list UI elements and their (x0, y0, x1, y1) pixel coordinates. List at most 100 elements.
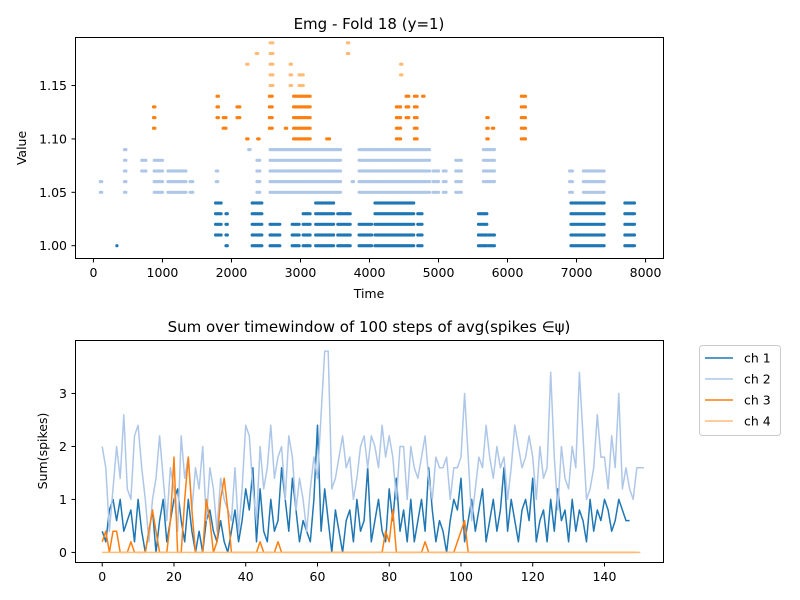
scatter-point (422, 94, 426, 98)
scatter-point (492, 148, 496, 152)
scatter-point (602, 169, 606, 173)
scatter-point (144, 169, 148, 173)
scatter-point (216, 169, 220, 173)
scatter-point (153, 105, 157, 109)
scatter-point (271, 62, 275, 66)
scatter-point (420, 212, 424, 216)
scatter-series-3 (151, 94, 528, 141)
y-tick-label: 1 (59, 492, 67, 507)
scatter-point (160, 190, 165, 194)
scatter-point (219, 233, 223, 237)
scatter-point (219, 212, 223, 216)
y-tick-label: 2 (59, 439, 67, 454)
scatter-point (415, 137, 419, 141)
scatter-point (399, 126, 403, 130)
y-tick-label: 1.15 (39, 78, 67, 93)
x-tick-label: 100 (449, 569, 473, 584)
x-tick-label: 0 (89, 265, 97, 280)
scatter-point (248, 148, 252, 152)
scatter-point (260, 233, 264, 237)
scatter-point (632, 233, 637, 237)
scatter-point (327, 137, 332, 141)
scatter-point (427, 169, 432, 173)
series-line-ch-2 (101, 350, 644, 543)
scatter-point (160, 169, 165, 173)
scatter-point (224, 116, 228, 120)
scatter-point (602, 180, 606, 184)
x-tick-label: 2000 (216, 265, 248, 280)
scatter-point (338, 148, 343, 152)
scatter-point (289, 62, 294, 66)
scatter-point (400, 73, 404, 77)
scatter-point (459, 169, 463, 173)
x-tick-label: 4000 (354, 265, 386, 280)
scatter-point (348, 244, 352, 248)
scatter-point (225, 244, 229, 248)
scatter-point (459, 190, 463, 194)
scatter-point (492, 233, 496, 237)
scatter-point (407, 116, 411, 120)
scatter-point (184, 190, 188, 194)
legend-box (699, 345, 781, 436)
legend-label-ch-4: ch 4 (744, 414, 771, 429)
scatter-point (270, 126, 274, 130)
scatter-point (124, 148, 128, 152)
scatter-point (301, 73, 305, 77)
scatter-point (216, 180, 220, 184)
scatter-point (278, 233, 282, 237)
scatter-point (191, 180, 195, 184)
scatter-point (216, 105, 220, 109)
scatter-point (485, 212, 489, 216)
y-tick-label: 1.05 (39, 185, 67, 200)
scatter-point (258, 190, 262, 194)
scatter-point (308, 222, 312, 226)
top-axis-ticks: 0 1000 2000 3000 4000 5000 6000 7000 8000 1.00 1.0… (39, 78, 661, 280)
scatter-point (308, 233, 312, 237)
scatter-point (347, 41, 351, 45)
scatter-point (412, 212, 416, 216)
scatter-point (415, 116, 419, 120)
x-tick-label: 3000 (285, 265, 317, 280)
scatter-point (225, 222, 229, 226)
scatter-point (407, 94, 411, 98)
scatter-point (271, 51, 275, 56)
scatter-point (399, 116, 403, 120)
scatter-point (308, 137, 312, 141)
scatter-point (602, 244, 606, 248)
x-tick-label: 8000 (630, 265, 662, 280)
scatter-point (444, 169, 448, 173)
scatter-point (523, 137, 528, 141)
scatter-point (260, 212, 264, 216)
scatter-point (278, 244, 282, 248)
scatter-point (523, 126, 528, 130)
x-tick-label: 6000 (492, 265, 524, 280)
scatter-point (632, 212, 637, 216)
scatter-point (399, 137, 403, 141)
scatter-point (225, 212, 229, 216)
scatter-point (216, 116, 220, 120)
scatter-point (352, 180, 356, 184)
scatter-series-1 (115, 201, 637, 248)
scatter-series-2 (98, 148, 606, 194)
scatter-point (570, 169, 575, 173)
scatter-point (124, 190, 128, 194)
scatter-point (602, 233, 606, 237)
scatter-point (308, 105, 312, 109)
scatter-point (219, 201, 223, 205)
scatter-point (407, 105, 411, 109)
scatter-point (301, 83, 305, 88)
scatter-point (246, 62, 250, 66)
y-tick-label: 0 (59, 545, 67, 560)
scatter-point (297, 222, 301, 226)
scatter-point (436, 180, 441, 184)
scatter-point (632, 201, 637, 205)
scatter-point (570, 190, 575, 194)
scatter-point (285, 126, 289, 130)
scatter-point (308, 126, 312, 130)
scatter-point (412, 222, 416, 226)
scatter-point (238, 105, 242, 109)
scatter-point (115, 244, 119, 248)
scatter-point (144, 158, 148, 162)
scatter-point (100, 190, 104, 194)
scatter-point (184, 180, 188, 184)
